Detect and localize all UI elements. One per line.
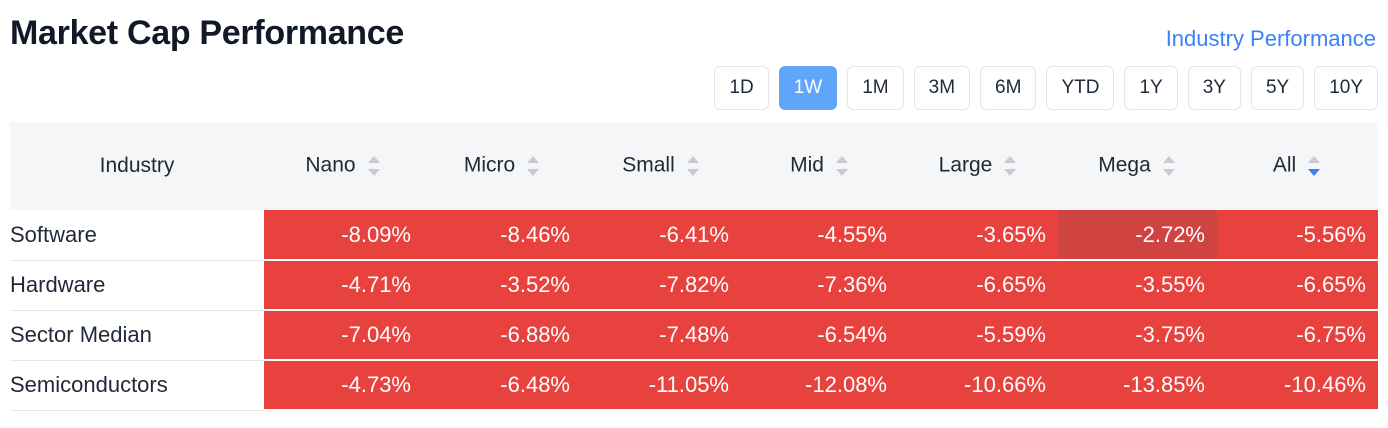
table-cell: -6.48% xyxy=(423,360,582,411)
table-cell: -10.46% xyxy=(1217,360,1378,411)
table-cell: -3.55% xyxy=(1058,260,1217,311)
sort-icon[interactable] xyxy=(1161,152,1177,180)
table-cell: -6.88% xyxy=(423,310,582,361)
table-cell: -10.66% xyxy=(899,360,1058,411)
row-label[interactable]: Hardware xyxy=(10,260,264,311)
column-label: Industry xyxy=(99,154,175,177)
column-header-micro[interactable]: Micro xyxy=(423,122,582,210)
period-button-6m[interactable]: 6M xyxy=(980,66,1037,110)
column-label: Mid xyxy=(790,153,824,177)
table-cell: -5.59% xyxy=(899,310,1058,361)
table-cell: -8.46% xyxy=(423,210,582,261)
table-cell-hovered: -2.72% xyxy=(1058,210,1217,261)
column-header-all[interactable]: All xyxy=(1217,122,1378,210)
table-cell: -4.71% xyxy=(264,260,423,311)
period-button-1m[interactable]: 1M xyxy=(847,66,904,110)
table-row[interactable]: Software -8.09% -8.46% -6.41% -4.55% -3.… xyxy=(10,210,1378,261)
column-label: All xyxy=(1272,153,1297,177)
table-cell: -4.73% xyxy=(264,360,423,411)
column-label: Nano xyxy=(305,153,356,177)
period-button-1w[interactable]: 1W xyxy=(778,66,838,110)
period-button-1y[interactable]: 1Y xyxy=(1124,66,1178,110)
column-header-mid[interactable]: Mid xyxy=(741,122,899,210)
table-cell: -6.75% xyxy=(1217,310,1378,361)
period-button-5y[interactable]: 5Y xyxy=(1250,66,1305,110)
table-row[interactable]: Sector Median -7.04% -6.88% -7.48% -6.54… xyxy=(10,310,1378,361)
table-cell: -3.65% xyxy=(899,210,1058,261)
table-cell: -6.65% xyxy=(899,260,1058,311)
sort-icon[interactable] xyxy=(525,152,541,180)
row-label[interactable]: Sector Median xyxy=(10,310,264,361)
column-header-industry: Industry xyxy=(10,122,264,210)
sort-icon[interactable] xyxy=(834,152,850,180)
table-cell: -6.65% xyxy=(1217,260,1378,311)
column-label: Large xyxy=(938,153,993,177)
column-label: Mega xyxy=(1098,153,1151,177)
table-cell: -7.36% xyxy=(741,260,899,311)
table-cell: -12.08% xyxy=(741,360,899,411)
table-cell: -7.48% xyxy=(582,310,741,361)
sort-descending-icon[interactable] xyxy=(1306,152,1322,180)
table-cell: -6.54% xyxy=(741,310,899,361)
column-header-nano[interactable]: Nano xyxy=(264,122,423,210)
table-cell: -3.75% xyxy=(1058,310,1217,361)
sort-icon[interactable] xyxy=(685,152,701,180)
industry-performance-link[interactable]: Industry Performance xyxy=(1165,26,1376,51)
period-button-3m[interactable]: 3M xyxy=(913,66,971,110)
table-cell: -4.55% xyxy=(741,210,899,261)
page-title: Market Cap Performance xyxy=(10,14,404,52)
table-cell: -8.09% xyxy=(264,210,423,261)
table-cell: -6.41% xyxy=(582,210,741,261)
table-cell: -3.52% xyxy=(423,260,582,311)
column-header-small[interactable]: Small xyxy=(582,122,741,210)
period-selector: 1D 1W 1M 3M 6M YTD 1Y 3Y 5Y 10Y xyxy=(714,66,1378,110)
row-label[interactable]: Software xyxy=(10,210,264,261)
table-cell: -11.05% xyxy=(582,360,741,411)
table-header-row: Industry Nano Micro Small Mid Large Mega… xyxy=(10,122,1378,210)
column-header-large[interactable]: Large xyxy=(899,122,1058,210)
table-row[interactable]: Semiconductors -4.73% -6.48% -11.05% -12… xyxy=(10,360,1378,411)
column-header-mega[interactable]: Mega xyxy=(1058,122,1217,210)
period-button-1d[interactable]: 1D xyxy=(714,66,769,110)
row-label[interactable]: Semiconductors xyxy=(10,360,264,411)
table-cell: -13.85% xyxy=(1058,360,1217,411)
period-button-ytd[interactable]: YTD xyxy=(1046,66,1115,110)
sort-icon[interactable] xyxy=(1002,152,1018,180)
table-row[interactable]: Hardware -4.71% -3.52% -7.82% -7.36% -6.… xyxy=(10,260,1378,311)
table-cell: -7.04% xyxy=(264,310,423,361)
table-cell: -5.56% xyxy=(1217,210,1378,261)
column-label: Small xyxy=(622,153,675,177)
period-button-3y[interactable]: 3Y xyxy=(1187,66,1241,110)
sort-icon[interactable] xyxy=(366,152,382,180)
market-cap-table: Industry Nano Micro Small Mid Large Mega… xyxy=(10,122,1378,411)
column-label: Micro xyxy=(463,153,516,177)
table-cell: -7.82% xyxy=(582,260,741,311)
period-button-10y[interactable]: 10Y xyxy=(1314,66,1378,110)
